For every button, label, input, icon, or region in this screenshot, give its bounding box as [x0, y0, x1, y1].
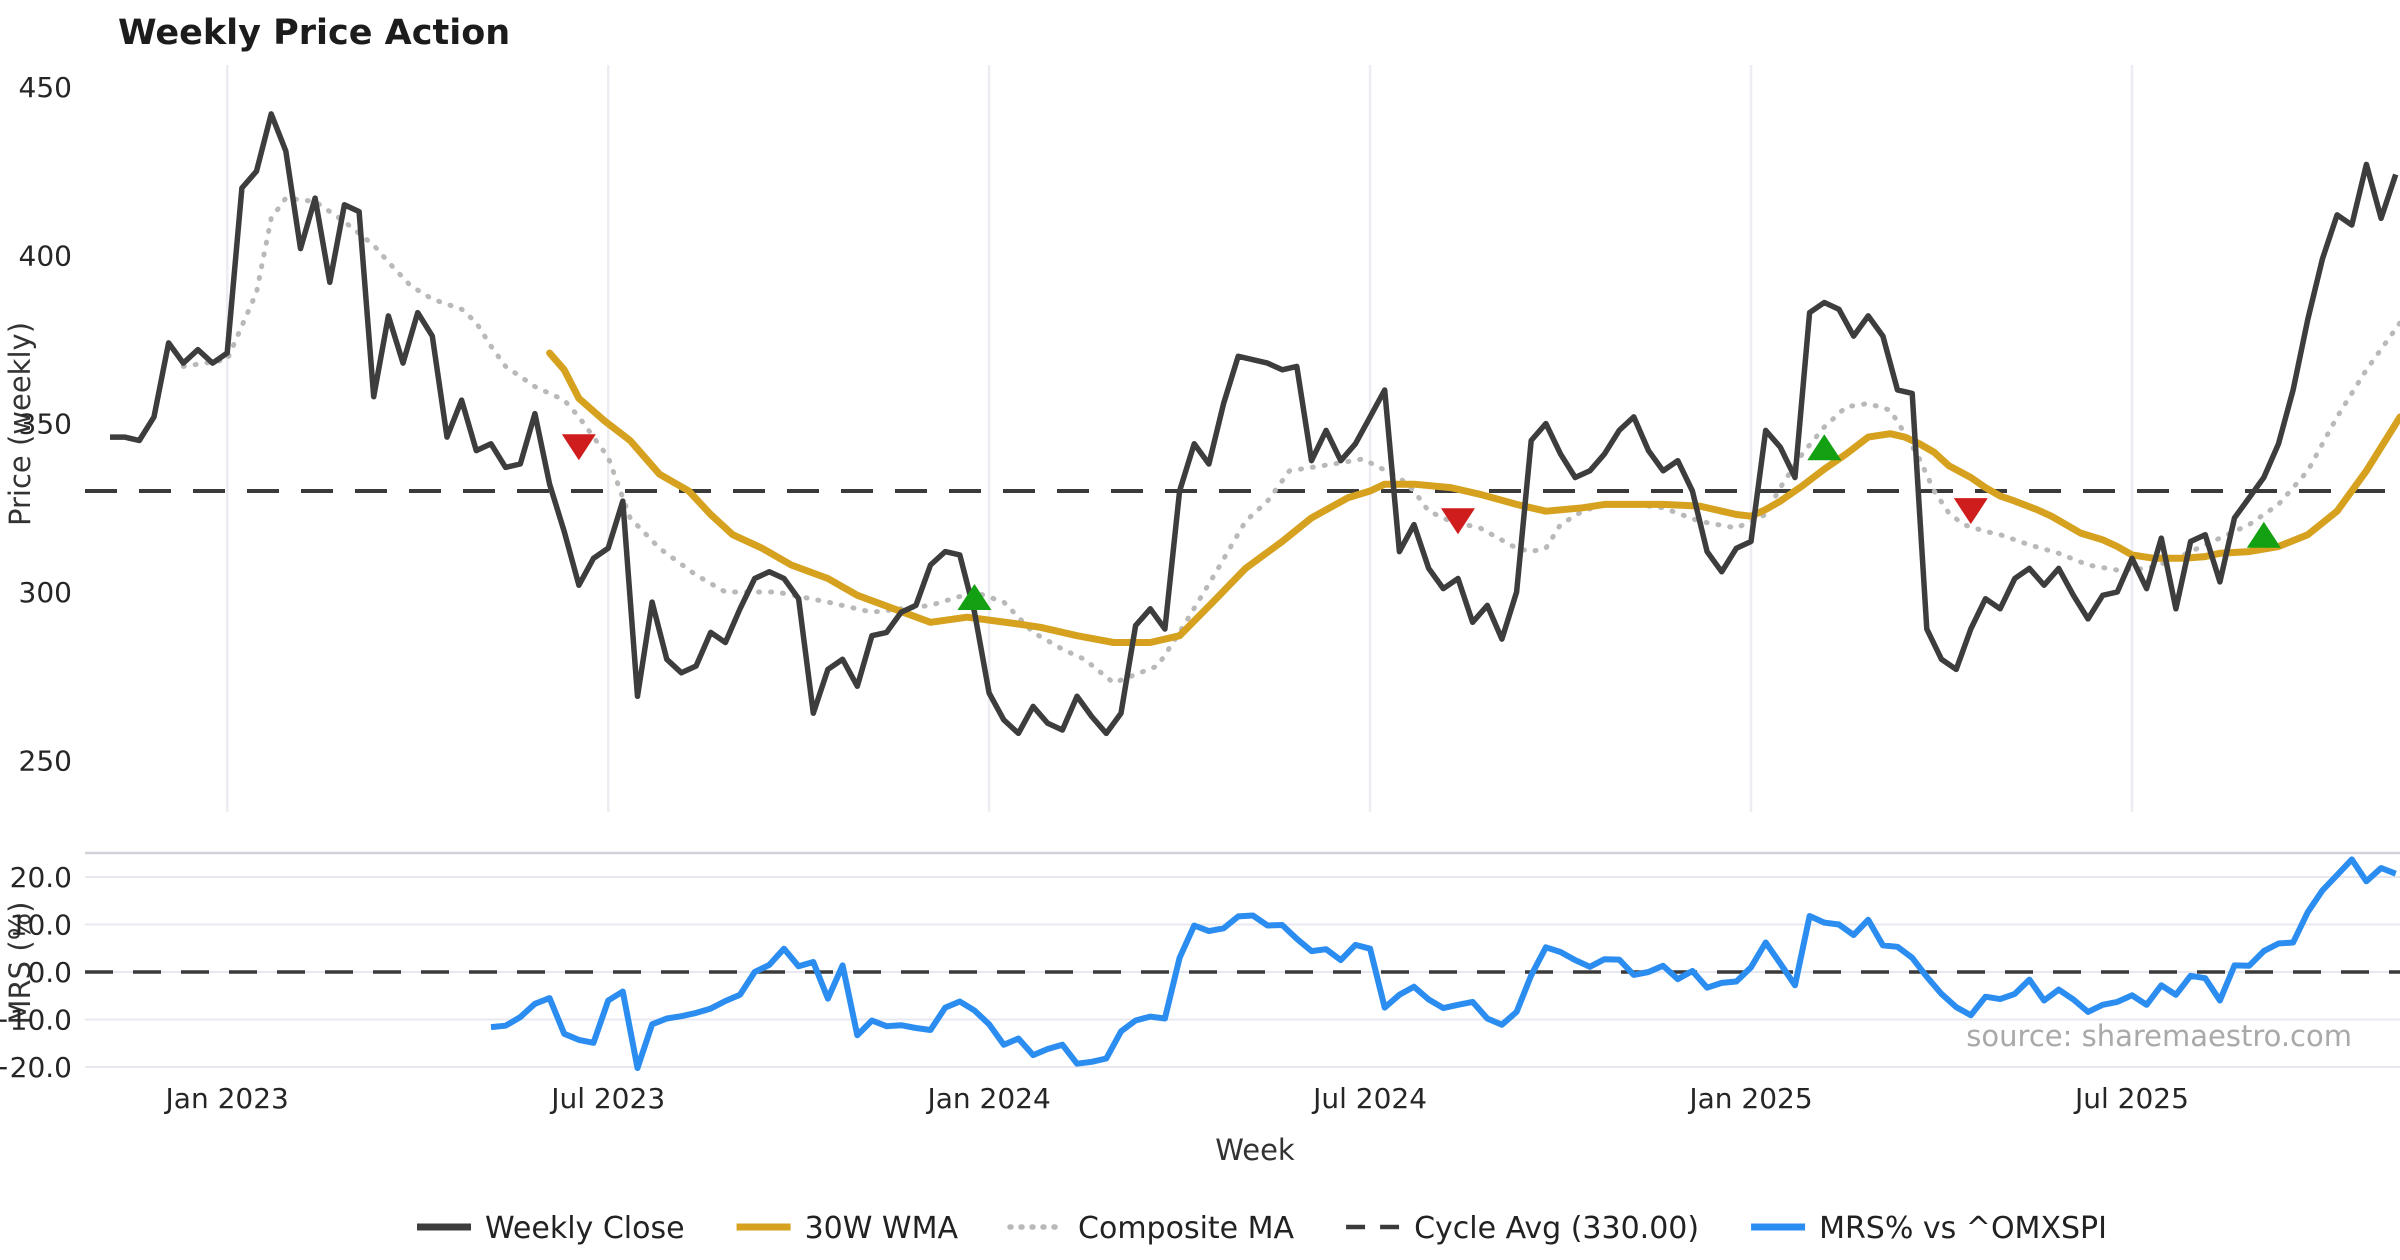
mrs-line — [490, 856, 2397, 1071]
price-axis-ticks: 450 400 350 300 250 — [19, 71, 72, 777]
legend-label: Weekly Close — [485, 1211, 685, 1246]
price-panel-vertical-gridlines — [225, 65, 2134, 812]
mrs-tick-label: 0.0 — [27, 956, 72, 989]
legend-label: Composite MA — [1078, 1211, 1295, 1246]
chart-title: Weekly Price Action — [118, 13, 510, 53]
legend-item-weekly-close: Weekly Close — [417, 1211, 685, 1246]
buy-signal-icon — [2246, 521, 2281, 548]
x-tick-label: Jan 2025 — [1687, 1082, 1812, 1115]
price-tick-label: 400 — [19, 239, 72, 272]
x-tick-label: Jan 2023 — [164, 1082, 289, 1115]
price-tick-label: 450 — [19, 71, 72, 104]
buy-signal-icon — [1807, 434, 1842, 461]
mrs-tick-label: 10.0 — [10, 909, 72, 942]
price-tick-label: 250 — [19, 744, 72, 777]
mrs-tick-label: −20.0 — [0, 1051, 72, 1084]
legend-label: MRS% vs ^OMXSPI — [1819, 1211, 2107, 1246]
x-tick-label: Jul 2025 — [2073, 1082, 2189, 1115]
mrs-tick-label: −10.0 — [0, 1004, 72, 1037]
price-tick-label: 350 — [19, 408, 72, 441]
sell-signal-icon — [1953, 498, 1988, 525]
source-note: source: sharemaestro.com — [1966, 1019, 2352, 1053]
legend-label: Cycle Avg (330.00) — [1414, 1211, 1699, 1246]
mrs-axis-ticks: 20.0 10.0 0.0 −10.0 −20.0 — [0, 861, 72, 1084]
wma-30w-line — [546, 349, 2400, 646]
buy-signal-icon — [957, 584, 992, 611]
legend-label: 30W WMA — [805, 1211, 959, 1246]
x-tick-label: Jul 2024 — [1311, 1082, 1427, 1115]
sell-signal-icon — [1440, 508, 1475, 535]
legend-item-composite-ma: Composite MA — [1007, 1211, 1295, 1246]
legend-item-cycle-avg-330-00-: Cycle Avg (330.00) — [1346, 1211, 1699, 1246]
price-tick-label: 300 — [19, 576, 72, 609]
sell-signal-icon — [561, 434, 596, 461]
weekly-close-line — [110, 111, 2399, 737]
mrs-axis-label: MRS (%) — [3, 902, 37, 1025]
x-axis-label: Week — [1215, 1133, 1295, 1167]
mrs-tick-label: 20.0 — [10, 861, 72, 894]
legend-item-mrs-vs-omxspi: MRS% vs ^OMXSPI — [1751, 1211, 2107, 1246]
x-tick-label: Jul 2023 — [549, 1082, 665, 1115]
legend-item-30w-wma: 30W WMA — [736, 1211, 959, 1246]
x-tick-label: Jan 2024 — [925, 1082, 1050, 1115]
chart-legend: Weekly Close 30W WMA Composite MA Cycle Avg… — [417, 1211, 2107, 1246]
price-axis-label: Price (weekly) — [3, 322, 37, 526]
signal-markers — [561, 434, 2281, 611]
x-axis-ticks: Jan 2023 Jul 2023 Jan 2024 Jul 2024 Jan 2025… — [164, 1082, 2189, 1115]
